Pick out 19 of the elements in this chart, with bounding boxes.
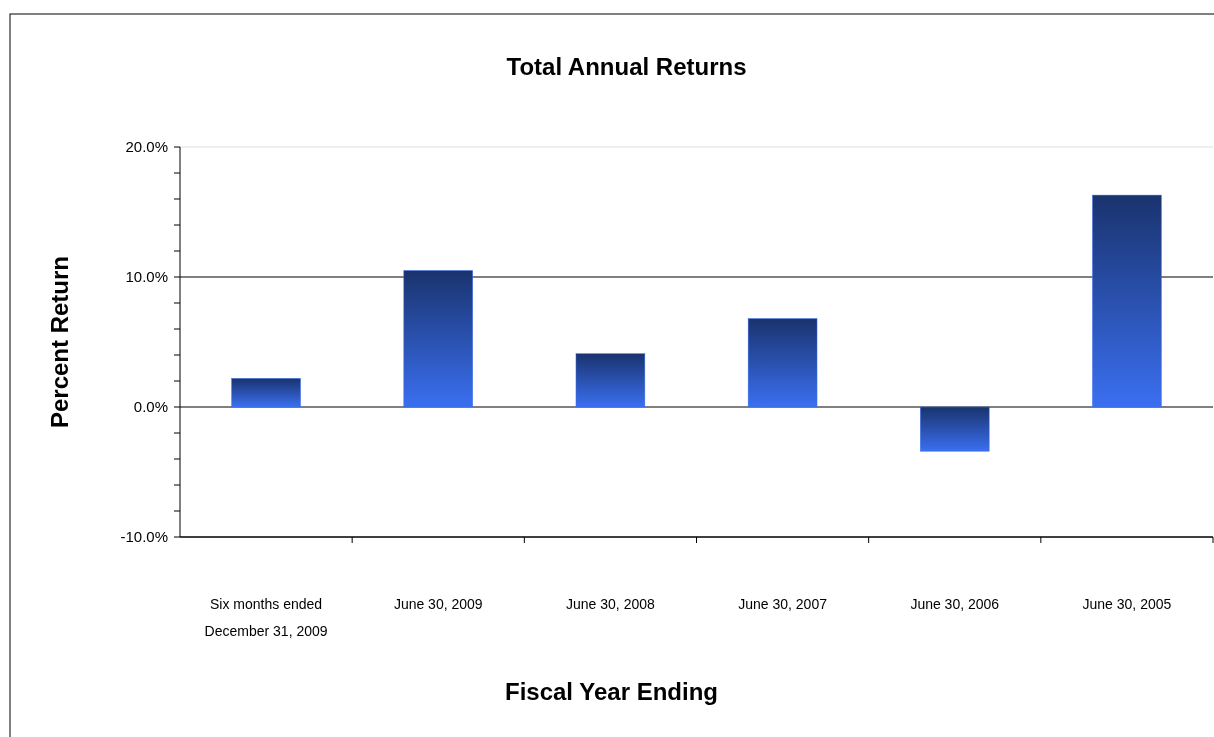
y-axis-title: Percent Return — [46, 255, 73, 429]
x-tick-label: June 30, 2006 — [910, 596, 1000, 612]
bar — [231, 378, 301, 408]
bar — [747, 318, 818, 408]
y-tick-label: 10.0% — [125, 268, 168, 286]
y-tick-label: -10.0% — [120, 528, 168, 546]
bar — [575, 353, 646, 408]
x-tick-label: June 30, 2009 — [393, 596, 483, 612]
x-axis-title: Fiscal Year Ending — [505, 678, 718, 705]
x-tick-label: June 30, 2007 — [738, 596, 828, 612]
x-tick-label: June 30, 2005 — [1082, 596, 1172, 612]
x-tick-label: Six months ended December 31, 2009 — [204, 596, 328, 639]
y-tick-label: 20.0% — [125, 138, 168, 156]
bar — [1092, 194, 1162, 408]
chart-title: Total Annual Returns — [506, 53, 747, 80]
bar — [403, 270, 473, 408]
y-tick-label: 0.0% — [133, 398, 168, 416]
bar — [920, 406, 990, 452]
x-tick-label: June 30, 2008 — [566, 596, 655, 612]
